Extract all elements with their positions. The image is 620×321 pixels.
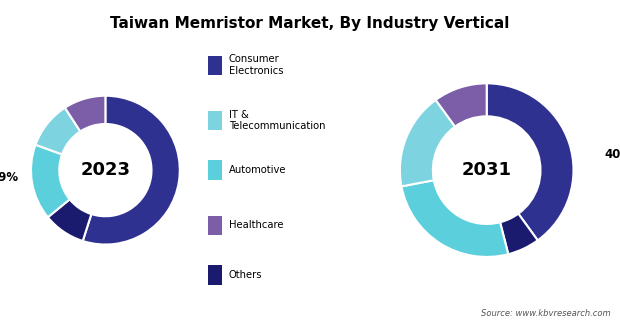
Text: 40%: 40% xyxy=(604,148,620,161)
FancyBboxPatch shape xyxy=(208,56,222,75)
Wedge shape xyxy=(35,108,81,154)
Text: IT &
Telecommunication: IT & Telecommunication xyxy=(229,110,326,131)
Wedge shape xyxy=(82,96,180,245)
Wedge shape xyxy=(65,96,105,131)
Wedge shape xyxy=(487,83,574,240)
FancyBboxPatch shape xyxy=(208,216,222,235)
Text: Healthcare: Healthcare xyxy=(229,220,283,230)
Wedge shape xyxy=(48,199,91,241)
Text: Taiwan Memristor Market, By Industry Vertical: Taiwan Memristor Market, By Industry Ver… xyxy=(110,16,510,31)
Text: 2023: 2023 xyxy=(81,161,130,179)
Text: Automotive: Automotive xyxy=(229,165,286,175)
Wedge shape xyxy=(500,214,538,254)
Text: 14.39%: 14.39% xyxy=(0,171,19,184)
Text: Others: Others xyxy=(229,270,262,280)
Wedge shape xyxy=(436,83,487,126)
Wedge shape xyxy=(400,100,455,187)
FancyBboxPatch shape xyxy=(208,265,222,285)
Text: Source: www.kbvresearch.com: Source: www.kbvresearch.com xyxy=(481,309,611,318)
Wedge shape xyxy=(401,180,508,257)
FancyBboxPatch shape xyxy=(208,111,222,130)
FancyBboxPatch shape xyxy=(208,160,222,180)
Wedge shape xyxy=(31,145,69,217)
Text: 2031: 2031 xyxy=(462,161,511,179)
Text: Consumer
Electronics: Consumer Electronics xyxy=(229,55,283,76)
